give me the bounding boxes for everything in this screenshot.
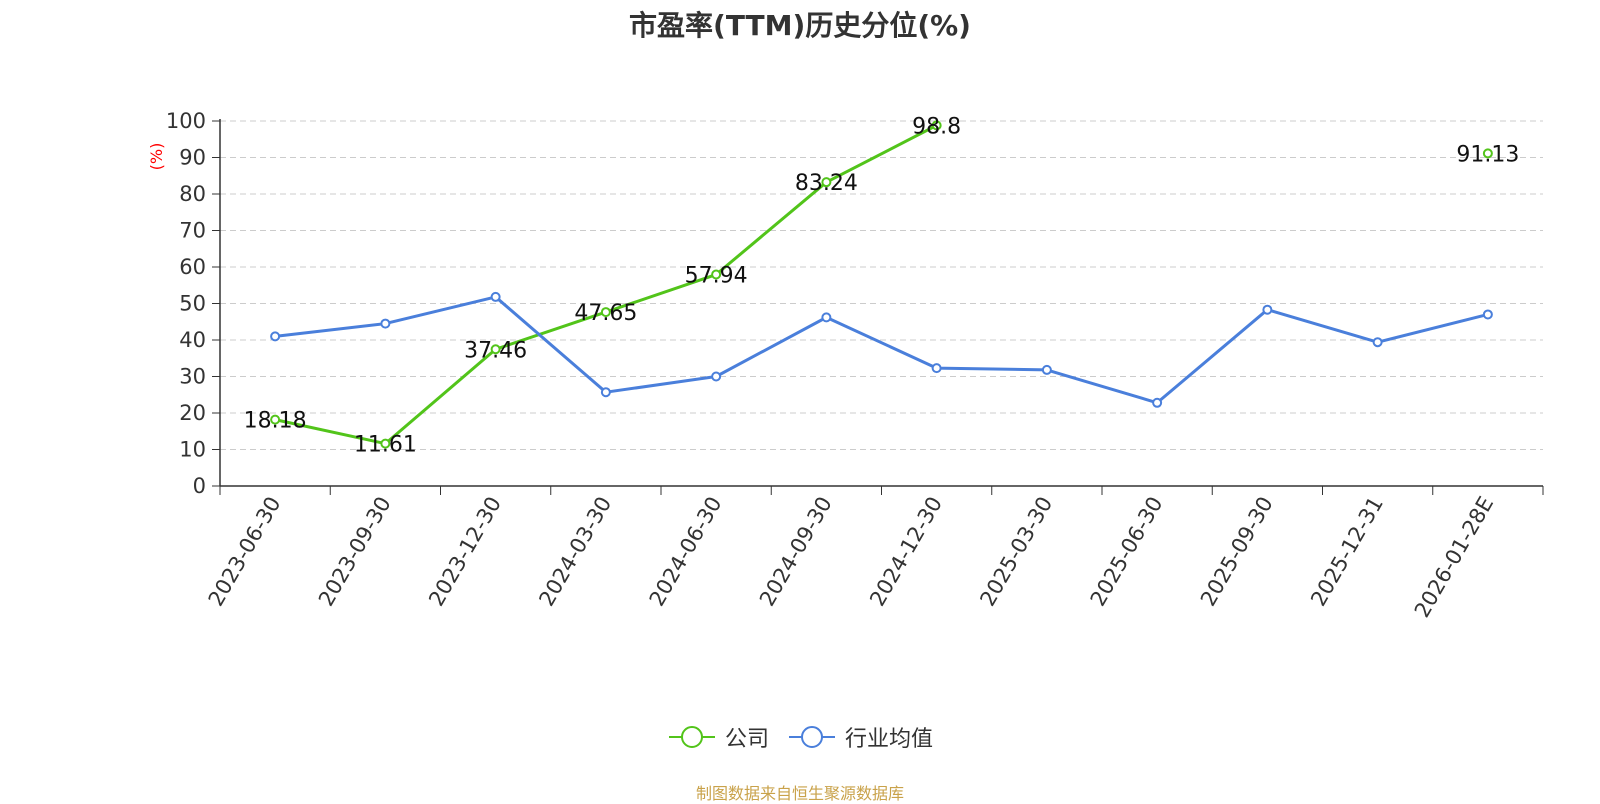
legend-marker-company [668,726,715,748]
y-tick-label: 50 [179,292,206,316]
chart-title: 市盈率(TTM)历史分位(%) [629,9,971,42]
x-tick-label: 2023-12-30 [424,493,506,611]
legend-marker-industry-average [789,726,835,748]
y-tick-label: 40 [179,328,206,352]
y-tick-label: 0 [193,474,206,498]
data-point-industry-average [270,331,281,342]
y-tick-label: 10 [179,438,206,462]
y-tick-label: 30 [179,365,206,389]
data-label-company: 37.46 [464,338,527,363]
x-tick-label: 2026-01-28E [1410,493,1498,622]
y-tick-label: 20 [179,401,206,425]
x-tick-label: 2025-03-30 [975,493,1057,611]
x-tick-label: 2025-06-30 [1086,493,1168,611]
data-point-company [1482,148,1493,159]
y-tick-label: 70 [179,219,206,243]
data-label-company: 11.61 [354,433,417,458]
legend-label-industry-average: 行业均值 [845,727,934,752]
data-point-industry-average [821,312,832,323]
data-label-company: 47.65 [574,301,637,326]
x-tick-label: 2024-03-30 [534,493,616,611]
data-point-industry-average [1262,304,1273,315]
data-point-company [931,120,942,131]
data-point-industry-average [490,291,501,302]
data-point-industry-average [1041,364,1052,375]
data-point-company [600,307,611,318]
data-point-industry-average [380,318,391,329]
data-point-company [711,269,722,280]
data-label-company: 98.8 [912,114,961,139]
x-tick-label: 2023-09-30 [314,493,396,611]
data-label-company: 57.94 [685,264,748,289]
legend-item-industry-average[interactable]: 行业均值 [787,721,933,753]
x-tick-label: 2025-09-30 [1196,493,1278,611]
data-point-company [821,177,832,188]
data-point-company [490,344,501,355]
legend-item-company[interactable]: 公司 [667,721,769,753]
y-tick-label: 90 [179,146,206,170]
data-point-industry-average [1482,309,1493,320]
y-axis-label: (%) [147,143,166,171]
data-label-company: 91.13 [1456,142,1519,167]
x-tick-label: 2024-06-30 [645,493,727,611]
x-tick-label: 2024-09-30 [755,493,837,611]
y-tick-label: 60 [179,255,206,279]
data-label-company: 18.18 [244,409,307,434]
data-point-industry-average [1372,337,1383,348]
y-tick-label: 100 [166,109,206,133]
data-point-industry-average [600,387,611,398]
data-point-industry-average [1152,397,1163,408]
x-tick-label: 2025-12-31 [1306,493,1388,611]
data-label-company: 83.24 [795,171,858,196]
source-note: 制图数据来自恒生聚源数据库 [695,784,904,803]
legend: 公司 行业均值 [0,722,1600,752]
legend-label-company: 公司 [724,727,769,752]
x-tick-label: 2024-12-30 [865,493,947,611]
data-point-industry-average [711,371,722,382]
x-tick-label: 2023-06-30 [204,493,286,611]
series-line-industry-average [274,295,1489,405]
data-point-company [270,414,281,425]
data-point-industry-average [931,363,942,374]
y-tick-label: 80 [179,182,206,206]
data-point-company [380,438,391,449]
